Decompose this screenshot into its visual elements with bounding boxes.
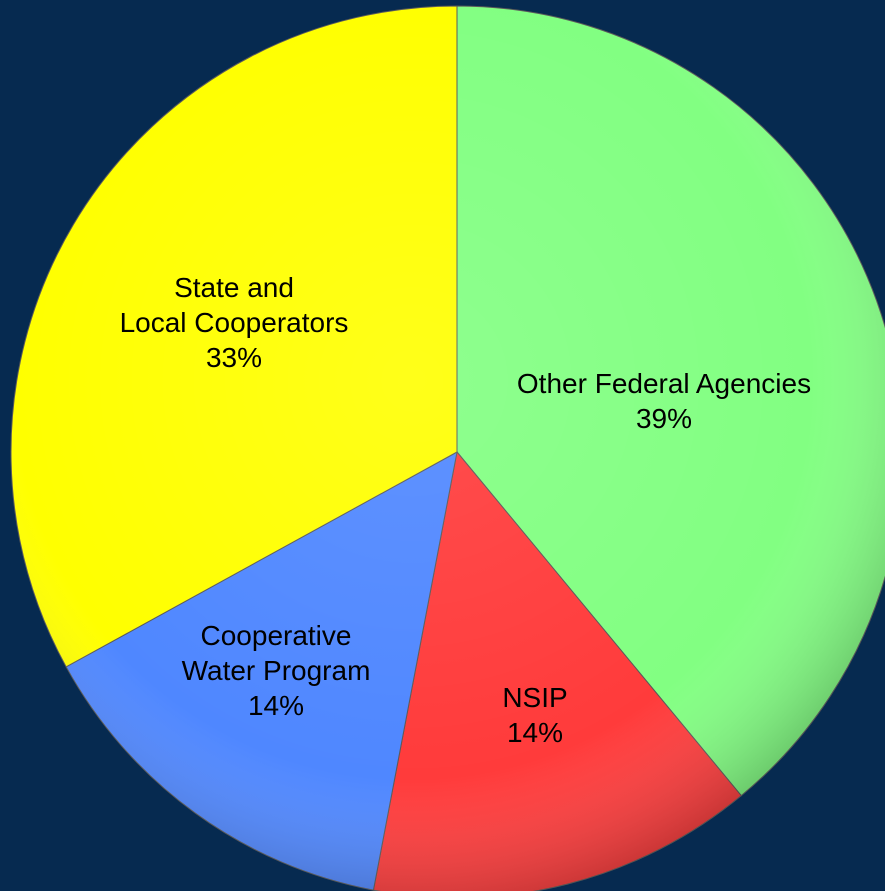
slice-label-nsip: NSIP 14% <box>502 682 567 748</box>
slice-percent-label: 14% <box>507 717 563 748</box>
slice-label-cooperative-water-program: Cooperative Water Program 14% <box>182 620 371 721</box>
slice-name-label: NSIP <box>502 682 567 713</box>
slice-name-label: Other Federal Agencies <box>517 368 811 399</box>
slice-name-label: State and <box>174 272 294 303</box>
slice-percent-label: 39% <box>636 403 692 434</box>
slice-percent-label: 14% <box>248 690 304 721</box>
slice-name-label: Cooperative <box>201 620 352 651</box>
slice-name-label: Local Cooperators <box>120 307 349 338</box>
pie-labels: Other Federal Agencies 39%NSIP 14%Cooperat… <box>120 272 811 748</box>
slice-label-state-and-local-cooperators: State and Local Cooperators 33% <box>120 272 349 373</box>
slice-label-other-federal-agencies: Other Federal Agencies 39% <box>517 368 811 434</box>
slice-name-label: Water Program <box>182 655 371 686</box>
slice-percent-label: 33% <box>206 342 262 373</box>
pie-slices <box>10 5 885 891</box>
